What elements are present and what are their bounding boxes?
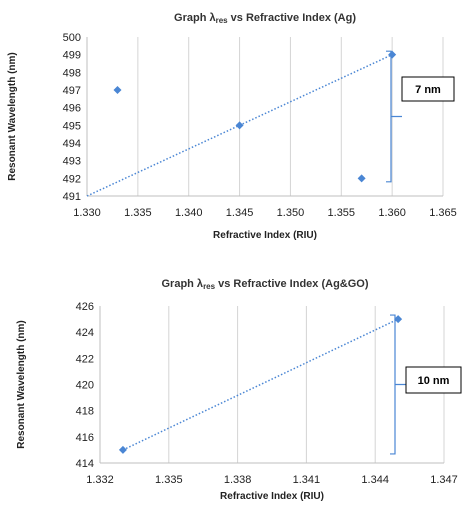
data-point [394, 315, 403, 324]
annotation-box [401, 76, 455, 102]
chart-title-suffix: vs Refractive Index (Ag&GO) [215, 278, 369, 290]
y-axis-label: Resonant Wavelength (nm) [16, 320, 27, 449]
chart-title: Graph λres vs Refractive Index (Ag&GO) [161, 278, 368, 291]
chart-a: Graph λres vs Refractive Index (Ag) 1.330… [7, 12, 457, 241]
x-tick-label: 1.332 [86, 474, 114, 486]
x-tick-label: 1.350 [277, 207, 305, 219]
x-tick-label: 1.338 [224, 474, 252, 486]
x-tick-label: 1.330 [73, 207, 101, 219]
y-axis-label: Resonant Wavelength (nm) [7, 52, 18, 181]
chart-title-subscript: res [216, 16, 229, 25]
y-tick-label: 418 [76, 406, 94, 418]
annotation-box [405, 366, 462, 394]
y-tick-label: 416 [76, 432, 94, 444]
annotation-label: 7 nm [415, 84, 441, 96]
chart-title: Graph λres vs Refractive Index (Ag) [174, 12, 356, 25]
trendline [122, 318, 399, 451]
chart-title-subscript: res [203, 282, 216, 291]
y-tick-label: 498 [63, 67, 81, 79]
x-tick-label: 1.344 [361, 474, 389, 486]
x-tick-label: 1.345 [226, 207, 254, 219]
x-axis-label: Refractive Index (RIU) [220, 491, 324, 502]
x-tick-label: 1.340 [175, 207, 203, 219]
range-bracket [386, 50, 402, 183]
chart-b: Graph λres vs Refractive Index (Ag&GO) 1.… [16, 278, 462, 502]
data-point [118, 445, 127, 454]
chart-title-prefix: Graph λ [161, 278, 203, 290]
y-tick-label: 492 [63, 173, 81, 185]
annotation-label: 10 nm [418, 375, 450, 387]
data-point [113, 86, 122, 94]
data-point [235, 121, 244, 130]
x-tick-label: 1.335 [124, 207, 152, 219]
x-tick-label: 1.355 [328, 207, 356, 219]
x-tick-label: 1.341 [293, 474, 321, 486]
x-tick-label: 1.347 [430, 474, 458, 486]
chart-title-prefix: Graph λ [174, 12, 216, 24]
y-tick-label: 493 [63, 156, 81, 168]
y-tick-label: 495 [63, 120, 81, 132]
y-tick-label: 491 [63, 191, 81, 203]
y-tick-label: 426 [76, 301, 94, 313]
range-bracket [390, 314, 406, 455]
y-tick-label: 420 [76, 380, 94, 392]
y-tick-label: 500 [63, 32, 81, 44]
x-tick-label: 1.335 [155, 474, 183, 486]
y-tick-label: 499 [63, 50, 81, 62]
x-axis-label: Refractive Index (RIU) [213, 230, 317, 241]
y-tick-label: 424 [76, 327, 94, 339]
x-tick-label: 1.360 [378, 207, 406, 219]
data-point [388, 50, 397, 59]
chart-title-suffix: vs Refractive Index (Ag) [228, 12, 357, 24]
y-tick-label: 422 [76, 353, 94, 365]
y-tick-label: 414 [76, 458, 94, 470]
y-tick-label: 496 [63, 103, 81, 115]
data-point [357, 174, 366, 183]
x-tick-label: 1.365 [429, 207, 457, 219]
y-tick-label: 497 [63, 85, 81, 97]
y-tick-label: 494 [63, 138, 81, 150]
